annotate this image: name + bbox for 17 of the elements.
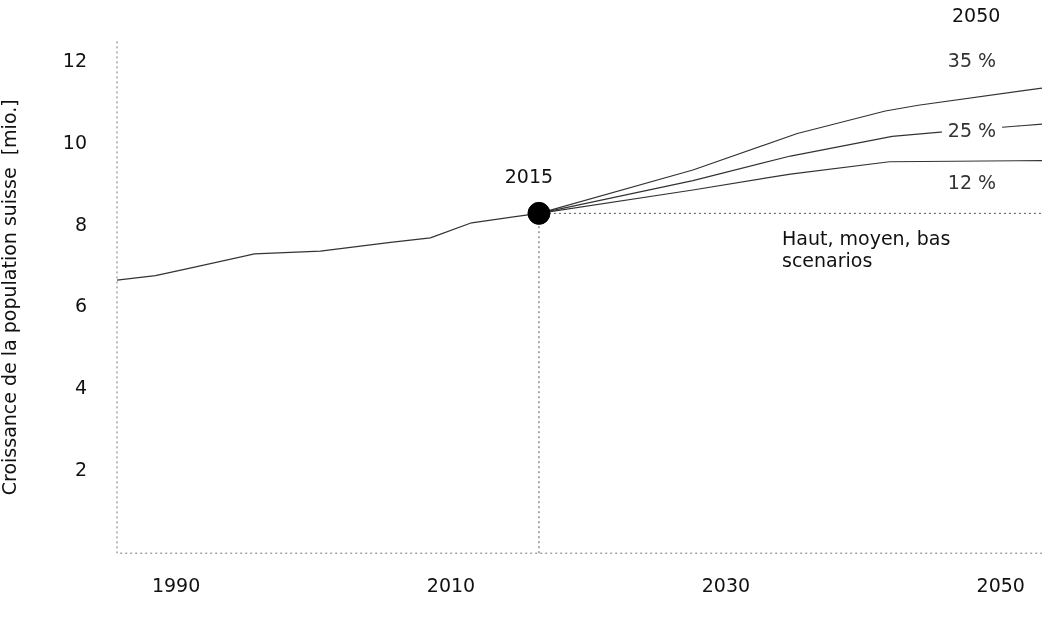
annotation: 2015 — [504, 165, 554, 188]
series-label: 12 % — [947, 171, 997, 194]
text: 2050 — [952, 4, 1001, 26]
annotation: Haut, moyen, bas scenarios — [782, 227, 952, 272]
y-tick-label: 10 — [62, 130, 87, 153]
x-tick-label: 2050 — [976, 573, 1025, 596]
y-axis-title: Croissance de la population suisse [mio.] — [0, 99, 21, 496]
series-label: 25 % — [947, 119, 997, 142]
y-tick-label: 6 — [74, 294, 87, 317]
y-tick-label: 2 — [74, 458, 87, 481]
x-tick-label: 2010 — [426, 573, 476, 596]
y-tick-label: 4 — [74, 376, 87, 399]
y-tick-label: 12 — [62, 48, 87, 71]
y-tick-label: 8 — [74, 212, 87, 235]
x-tick-label: 1990 — [151, 573, 201, 596]
x-tick-label: 2030 — [701, 573, 751, 596]
series-label: 35 % — [947, 49, 997, 72]
